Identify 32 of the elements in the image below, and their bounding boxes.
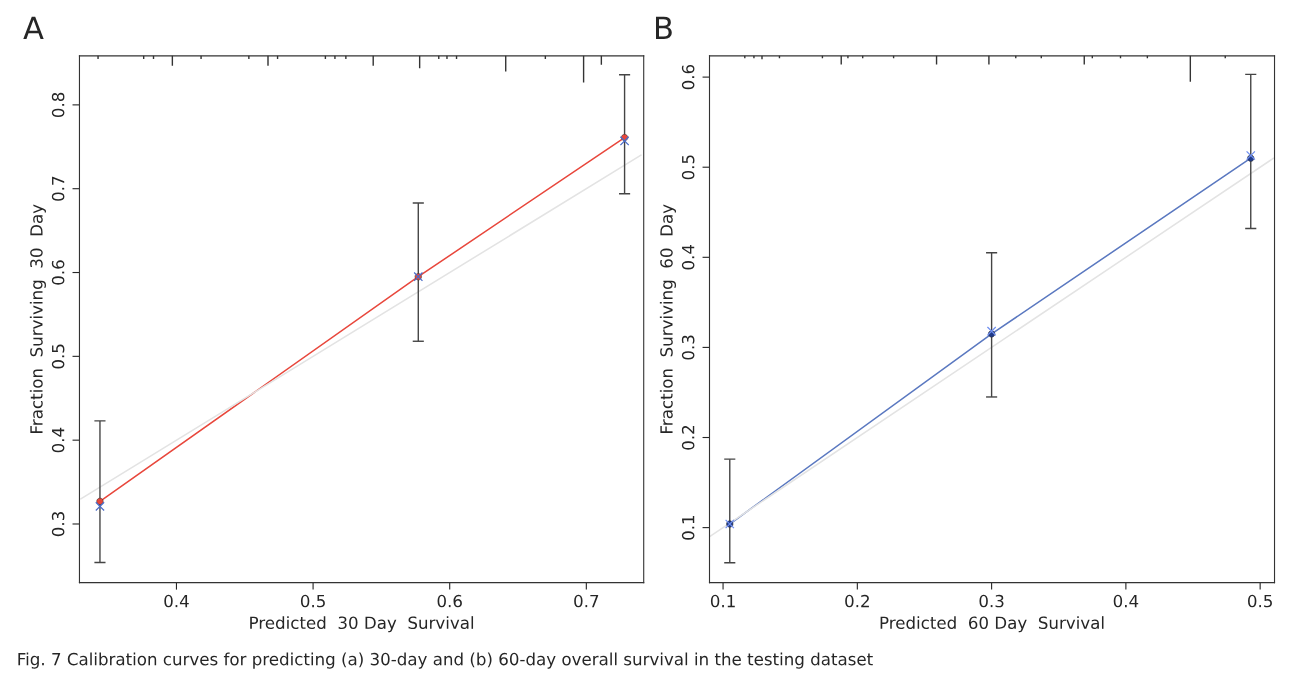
y-tick-label: 0.2 <box>681 425 695 450</box>
x-tick-label: 0.4 <box>164 594 189 608</box>
point <box>1245 150 1256 161</box>
x-tick-label: 0.3 <box>979 594 1004 608</box>
y-tick-label: 0.5 <box>681 155 695 180</box>
x-tick-label: 0.6 <box>437 594 462 608</box>
y-tick-label: 0.6 <box>51 260 65 285</box>
y-tick-label: 0.8 <box>51 92 65 118</box>
chart-title: B <box>656 16 672 39</box>
point <box>619 136 630 146</box>
x-tick-label: 0.1 <box>710 594 735 608</box>
y-tick-label: 0.5 <box>51 344 65 369</box>
y-axis-title: Fraction Surviving 30 Day <box>29 204 46 433</box>
y-axis-title: Fraction Surviving 60 Day <box>659 204 677 433</box>
point <box>95 501 105 512</box>
y-tick-label: 0.4 <box>51 427 65 453</box>
x-tick-label: 0.5 <box>300 594 325 608</box>
y-tick-label: 0.3 <box>51 512 65 537</box>
y-tick-label: 0.1 <box>681 515 695 540</box>
y-tick-label: 0.3 <box>681 335 695 360</box>
chart-title: A <box>23 16 44 39</box>
point <box>986 326 997 336</box>
x-axis-title: Predicted 30 Day Survival <box>250 616 474 633</box>
x-axis-title: Predicted 60 Day Survival <box>880 616 1104 633</box>
x-tick-label: 0.4 <box>1113 594 1139 608</box>
x-tick-label: 0.7 <box>574 594 599 608</box>
x-tick-label: 0.2 <box>845 594 869 608</box>
caption: Fig. 7 Calibration curves for predicting (a) 30-day and (b) 60-day overall survival in the testing dataset <box>18 652 873 669</box>
y-tick-label: 0.4 <box>681 244 695 270</box>
x-tick-label: 0.5 <box>1248 594 1272 608</box>
y-tick-label: 0.7 <box>51 176 65 201</box>
y-tick-label: 0.6 <box>681 64 695 90</box>
